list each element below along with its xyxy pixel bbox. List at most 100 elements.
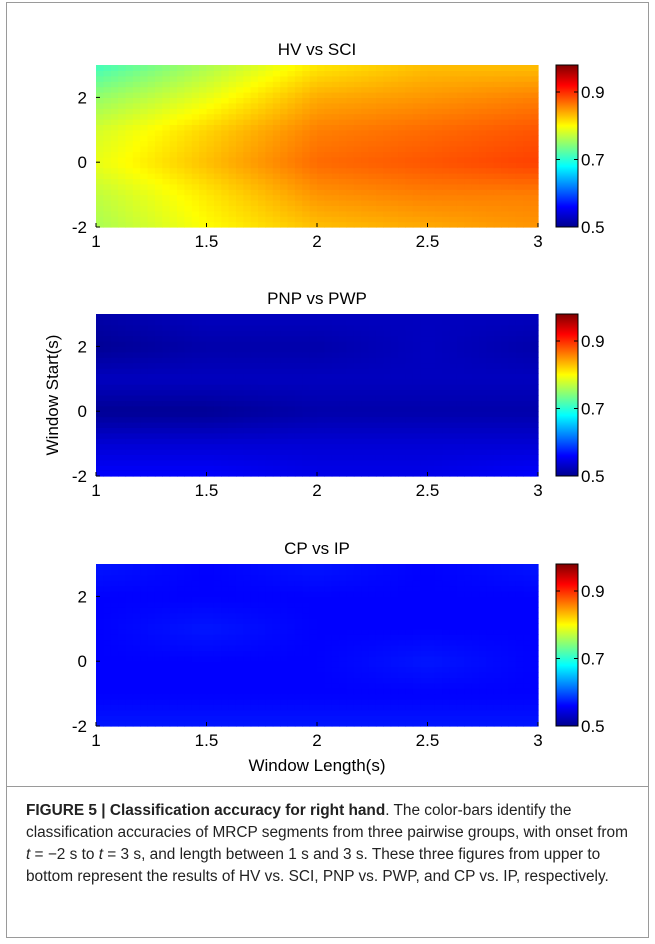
heatmap-cell — [471, 351, 480, 358]
heatmap-cell — [228, 194, 237, 201]
heatmap-cell — [118, 400, 127, 407]
heatmap-cell — [508, 102, 517, 109]
heatmap-cell — [501, 628, 510, 635]
heatmap-cell — [405, 65, 414, 71]
heatmap-cell — [449, 634, 458, 641]
heatmap-cell — [213, 113, 222, 120]
heatmap-cell — [456, 113, 465, 120]
heatmap-cell — [346, 449, 355, 455]
heatmap-cell — [199, 650, 208, 657]
heatmap-cell — [206, 156, 215, 163]
heatmap-cell — [339, 97, 348, 104]
heatmap-cell — [324, 173, 333, 179]
heatmap-cell — [118, 330, 127, 337]
heatmap-cell — [140, 108, 149, 115]
heatmap-cell — [140, 715, 149, 722]
heatmap-cell — [287, 645, 296, 651]
heatmap-cells — [96, 564, 539, 727]
heatmap-cell — [294, 395, 303, 401]
heatmap-cell — [346, 395, 355, 401]
heatmap-cell — [125, 151, 134, 158]
heatmap-cell — [258, 655, 267, 662]
heatmap-cell — [191, 108, 200, 115]
heatmap-cell — [427, 645, 436, 651]
heatmap-cell — [154, 178, 163, 185]
heatmap-cell — [530, 368, 539, 374]
heatmap-cell — [103, 140, 112, 147]
heatmap-cell — [324, 666, 333, 673]
heatmap-cell — [317, 70, 325, 77]
heatmap-cell — [390, 330, 399, 337]
heatmap-cell — [530, 373, 539, 380]
heatmap-cell — [169, 373, 178, 380]
heatmap-cell — [294, 357, 303, 364]
heatmap-cell — [206, 465, 215, 472]
heatmap-cell — [412, 210, 421, 217]
heatmap-cell — [390, 384, 399, 391]
heatmap-cell — [309, 623, 318, 630]
heatmap-cell — [398, 411, 406, 418]
heatmap-cell — [272, 119, 281, 125]
heatmap-cell — [339, 351, 348, 358]
heatmap-cell — [493, 65, 502, 71]
heatmap-cell — [339, 650, 348, 657]
heatmap-cell — [375, 341, 384, 347]
heatmap-cell — [221, 135, 230, 142]
heatmap-cell — [442, 102, 451, 109]
heatmap-cell — [125, 362, 134, 369]
heatmap-cell — [118, 162, 127, 169]
heatmap-cell — [125, 709, 134, 716]
heatmap-cell — [486, 216, 495, 223]
heatmap-cell — [103, 650, 112, 657]
heatmap-cell — [501, 416, 510, 423]
heatmap-cell — [361, 416, 370, 423]
heatmap-cell — [272, 113, 281, 120]
heatmap-cell — [287, 432, 296, 439]
heatmap-cell — [464, 661, 473, 668]
heatmap-cell — [420, 324, 429, 331]
heatmap-cell — [265, 65, 274, 71]
heatmap-cell — [221, 167, 230, 174]
heatmap-cell — [479, 162, 488, 169]
heatmap-cell — [147, 693, 156, 700]
heatmap-cell — [213, 368, 222, 374]
heatmap-cell — [206, 362, 215, 369]
heatmap-cell — [368, 715, 377, 722]
heatmap-cell — [125, 601, 134, 608]
heatmap-cell — [199, 416, 208, 423]
heatmap-cell — [368, 140, 377, 147]
heatmap-cell — [132, 319, 141, 326]
heatmap-cell — [140, 119, 149, 125]
heatmap-cell — [383, 628, 392, 635]
heatmap-cell — [456, 221, 465, 228]
heatmap-cell — [228, 362, 237, 369]
heatmap-cell — [309, 65, 318, 71]
heatmap-cell — [265, 454, 274, 461]
heatmap-cell — [140, 335, 149, 342]
heatmap-cell — [530, 454, 539, 461]
heatmap-cell — [471, 162, 480, 169]
heatmap-cell — [420, 341, 429, 347]
heatmap-cell — [471, 405, 480, 412]
heatmap-cell — [184, 357, 193, 364]
heatmap-cell — [405, 682, 414, 689]
heatmap-cell — [434, 129, 443, 136]
heatmap-cell — [265, 607, 274, 614]
heatmap-cell — [412, 75, 421, 82]
heatmap-cell — [309, 443, 318, 450]
heatmap-cell — [353, 465, 362, 472]
heatmap-cell — [471, 70, 480, 77]
heatmap-cell — [456, 416, 465, 423]
heatmap-cell — [456, 378, 465, 385]
heatmap-cell — [405, 666, 414, 673]
heatmap-cell — [96, 384, 104, 391]
heatmap-cell — [361, 146, 370, 152]
heatmap-cell — [235, 454, 244, 461]
heatmap-cell — [434, 639, 443, 646]
heatmap-cell — [258, 650, 267, 657]
heatmap-cell — [331, 75, 340, 82]
heatmap-cell — [398, 357, 406, 364]
heatmap-cell — [508, 459, 517, 466]
heatmap-cell — [213, 709, 222, 716]
